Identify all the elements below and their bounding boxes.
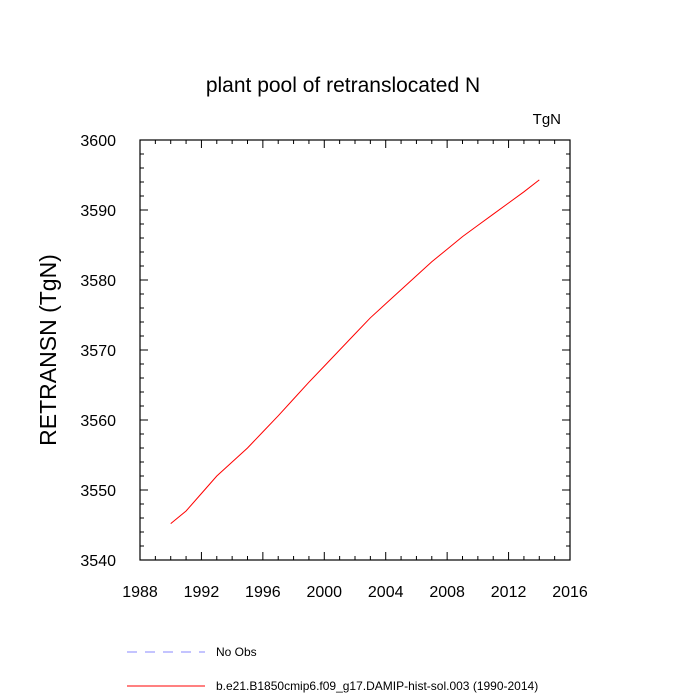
units-label: TgN [533, 111, 561, 128]
x-tick-label: 2000 [306, 584, 342, 601]
y-tick-label: 3580 [80, 273, 116, 290]
y-tick-label: 3600 [80, 133, 116, 150]
x-tick-label: 1988 [122, 584, 158, 601]
y-tick-label: 3570 [80, 343, 116, 360]
y-tick-label: 3540 [80, 553, 116, 570]
x-tick-label: 1996 [245, 584, 281, 601]
legend: No Obs b.e21.B1850cmip6.f09_g17.DAMIP-hi… [127, 645, 538, 693]
legend-label-model-run: b.e21.B1850cmip6.f09_g17.DAMIP-hist-sol.… [216, 679, 538, 693]
plot-frame [139, 139, 571, 561]
series-line-1 [170, 179, 540, 524]
axis-tick-labels: 1988 1992 1996 2000 2004 2008 2012 2016 3540 3550… [80, 133, 587, 601]
y-axis-label: RETRANSN (TgN) [35, 254, 61, 446]
x-tick-label: 2004 [368, 584, 404, 601]
axis-ticks [139, 139, 571, 561]
y-tick-label: 3590 [80, 203, 116, 220]
chart-title: plant pool of retranslocated N [206, 74, 480, 97]
x-tick-label: 2016 [552, 584, 588, 601]
plot-series [170, 179, 540, 524]
x-tick-label: 2012 [491, 584, 527, 601]
x-tick-label: 2008 [429, 584, 465, 601]
x-tick-label: 1992 [184, 584, 220, 601]
y-tick-label: 3550 [80, 483, 116, 500]
y-tick-label: 3560 [80, 413, 116, 430]
legend-label-no-obs: No Obs [216, 645, 257, 659]
